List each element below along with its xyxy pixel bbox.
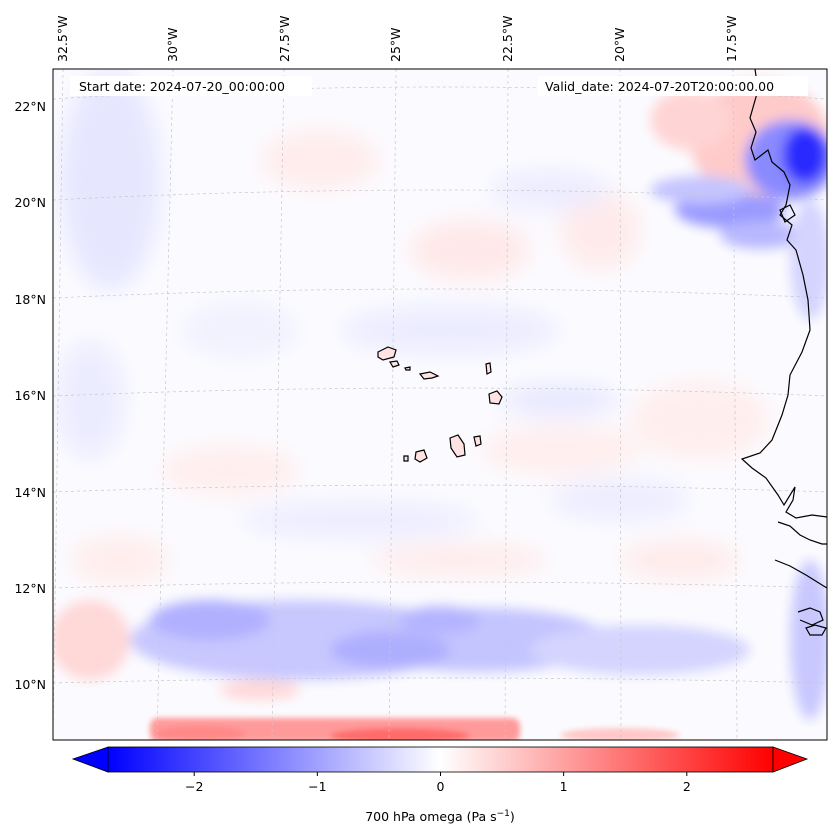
start-date-label: Start date: 2024-07-20_00:00:00 <box>79 79 285 94</box>
colorbar-title-exp: −1 <box>497 809 510 819</box>
start-date-box <box>70 76 312 96</box>
island-santa-luzia <box>404 366 411 371</box>
lon-label: 30°W <box>165 27 180 62</box>
colorbar-title: 700 hPa omega (Pa s−1) <box>365 809 515 824</box>
island-brava <box>403 455 409 462</box>
lon-label: 20°W <box>612 27 627 62</box>
lon-label: 25°W <box>388 27 403 62</box>
colorbar-tick-label: 0 <box>437 779 445 794</box>
latitude-labels: 22°N 20°N 18°N 16°N 14°N 12°N 10°N <box>14 99 46 692</box>
lat-label: 20°N <box>14 195 46 210</box>
colorbar-title-end: ) <box>510 809 515 824</box>
lat-label: 18°N <box>14 292 46 307</box>
island-santiago <box>449 434 466 458</box>
lon-label: 27.5°W <box>277 16 292 62</box>
lat-label: 12°N <box>14 581 46 596</box>
lat-label: 14°N <box>14 485 46 500</box>
colorbar-extend-min <box>71 746 109 773</box>
colorbar-tick-label: −2 <box>185 779 203 794</box>
lat-label: 22°N <box>14 99 46 114</box>
map-area: Start date: 2024-07-20_00:00:00 Valid_da… <box>53 69 827 740</box>
colorbar-tick-label: 1 <box>560 779 568 794</box>
lon-label: 17.5°W <box>724 16 739 62</box>
colorbar-tick-label: 2 <box>683 779 691 794</box>
colorbar-extend-max <box>772 746 809 773</box>
lon-label: 22.5°W <box>500 16 515 62</box>
colorbar-ticks: −2 −1 0 1 2 <box>185 772 691 794</box>
colorbar-tick-label: −1 <box>308 779 326 794</box>
lat-label: 16°N <box>14 388 46 403</box>
island-sao-nicolau <box>418 371 440 380</box>
island-fogo <box>414 449 428 463</box>
island-boa-vista <box>488 390 503 405</box>
colorbar-body <box>107 746 774 773</box>
bottom-subsidence-strip <box>150 718 680 740</box>
island-sal <box>485 362 492 375</box>
cape-verde-islands <box>377 346 503 463</box>
longitude-labels: 32.5°W 30°W 27.5°W 25°W 22.5°W 20°W 17.5… <box>55 16 739 62</box>
southern-convective-band <box>53 560 827 720</box>
lon-label: 32.5°W <box>55 16 70 62</box>
colorbar-title-main: 700 hPa omega (Pa s <box>365 809 496 824</box>
valid-date-label: Valid_date: 2024-07-20T20:00:00.00 <box>545 79 774 94</box>
island-maio <box>473 435 482 447</box>
island-sao-vicente <box>389 360 400 368</box>
island-santo-antao <box>377 346 397 361</box>
valid-date-box <box>538 76 808 96</box>
map-frame <box>52 68 828 741</box>
lat-label: 10°N <box>14 677 46 692</box>
colorbar: −2 −1 0 1 2 700 hPa omega (Pa s−1) <box>71 746 809 824</box>
african-coastline <box>740 69 827 636</box>
northeast-structures <box>650 80 827 320</box>
